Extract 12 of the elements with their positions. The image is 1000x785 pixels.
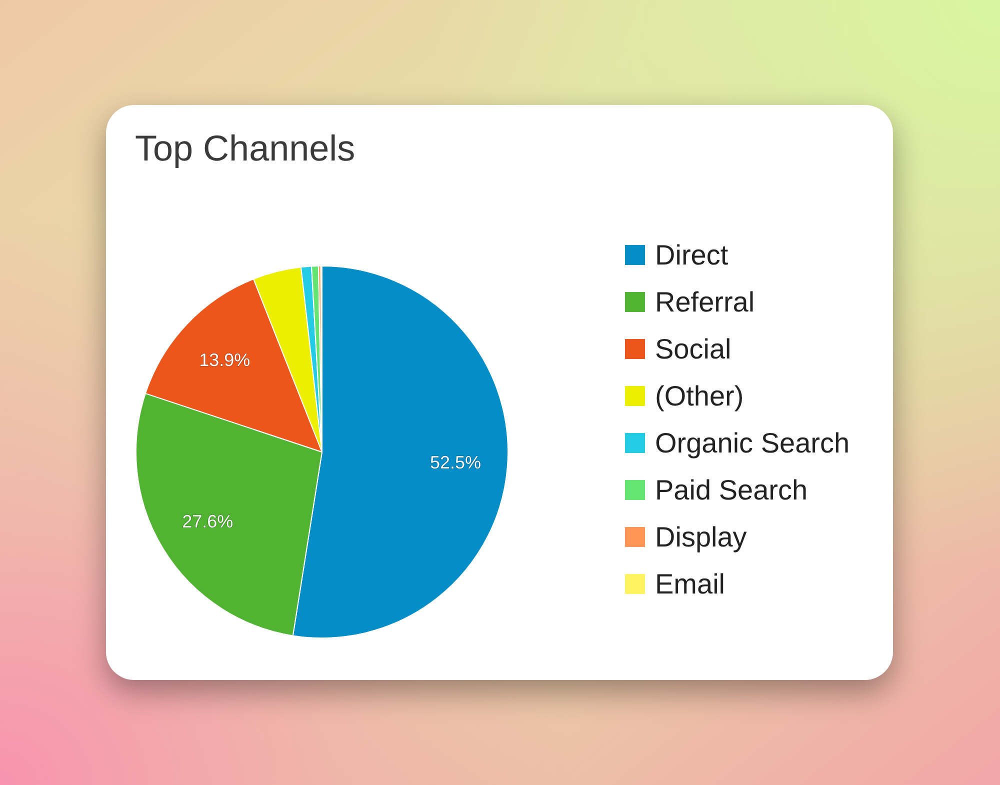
chart-title: Top Channels <box>135 128 356 168</box>
data-label: 52.5% <box>430 452 482 473</box>
data-label: 27.6% <box>182 512 234 532</box>
legend-label: Social <box>655 334 732 364</box>
legend-label: Email <box>655 568 726 600</box>
data-label: 13.9% <box>199 350 250 370</box>
legend-label: Display <box>655 522 747 552</box>
legend-label: Organic Search <box>655 428 850 458</box>
legend-label: Referral <box>655 286 755 318</box>
legend-label: Paid Search <box>655 474 808 506</box>
legend-label: Direct <box>655 240 728 270</box>
legend-label: (Other) <box>655 380 744 412</box>
